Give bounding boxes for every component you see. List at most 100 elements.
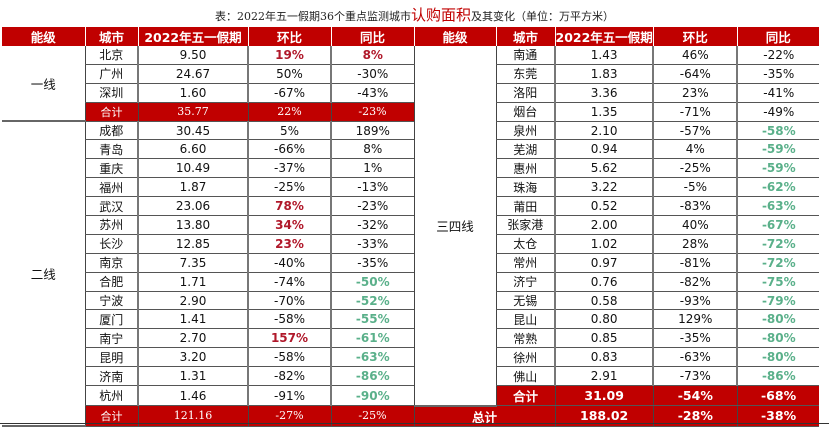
- mom-cell: 78%: [247, 196, 331, 217]
- area-cell: 3.20: [137, 347, 248, 368]
- area-cell: 12.85: [137, 234, 248, 254]
- yoy-cell: -55%: [330, 309, 414, 330]
- area-cell: 1.02: [553, 234, 654, 254]
- mom-cell: -66%: [247, 139, 331, 160]
- title-prefix: 表：2022年五一假期36个重点监测城市: [214, 10, 411, 23]
- subtotal-yoy: -68%: [736, 385, 820, 407]
- subtotal-yoy: -25%: [330, 405, 414, 427]
- area-cell: 1.41: [137, 309, 248, 330]
- mom-cell: 34%: [247, 215, 331, 235]
- city-cell: 北京: [84, 46, 138, 65]
- city-cell: 泉州: [495, 121, 555, 141]
- area-cell: 9.50: [137, 46, 248, 65]
- table-row: 苏州 13.80 34% -32% 张家港 2.00 40% -67%: [2, 215, 820, 235]
- city-cell: 洛阳: [495, 83, 555, 103]
- table-row: 昆明 3.20 -58% -63% 徐州 0.83 -63% -80%: [2, 347, 820, 368]
- area-cell: 1.71: [137, 272, 248, 292]
- yoy-cell: -75%: [736, 272, 820, 292]
- area-cell: 2.00: [553, 215, 654, 235]
- city-cell: 厦门: [84, 309, 138, 330]
- mom-cell: 5%: [247, 121, 331, 141]
- yoy-cell: -67%: [736, 215, 820, 235]
- tier-label-tier34: 三四线: [413, 46, 496, 407]
- table-row: 合计 35.77 22% -23% 烟台 1.35 -71% -49%: [2, 102, 820, 122]
- yoy-cell: -43%: [330, 83, 414, 103]
- city-cell: 珠海: [495, 177, 555, 198]
- area-cell: 7.35: [137, 253, 248, 273]
- city-cell: 成都: [84, 121, 138, 141]
- yoy-cell: -72%: [736, 253, 820, 273]
- mom-cell: 40%: [652, 215, 738, 235]
- mom-cell: -74%: [247, 272, 331, 292]
- mom-cell: -63%: [652, 347, 738, 368]
- table-title: 表：2022年五一假期36个重点监测城市认购面积及其变化（单位：万平方米）: [0, 4, 829, 25]
- yoy-cell: -32%: [330, 215, 414, 235]
- area-cell: 0.52: [553, 196, 654, 217]
- area-cell: 24.67: [137, 64, 248, 84]
- yoy-cell: -63%: [330, 347, 414, 368]
- area-cell: 2.91: [553, 366, 654, 387]
- yoy-cell: -50%: [330, 272, 414, 292]
- mom-cell: -40%: [247, 253, 331, 273]
- header-area: 2022年五一假期: [138, 27, 249, 46]
- city-cell: 长沙: [84, 234, 138, 254]
- yoy-cell: -41%: [736, 83, 820, 103]
- area-cell: 1.35: [553, 102, 654, 122]
- city-cell: 常熟: [495, 328, 555, 349]
- yoy-cell: -80%: [736, 347, 820, 368]
- yoy-cell: 189%: [330, 121, 414, 141]
- subtotal-label: 合计: [495, 385, 555, 407]
- area-cell: 1.43: [553, 46, 654, 65]
- header-yoy: 同比: [331, 27, 415, 46]
- mom-cell: -71%: [652, 102, 738, 122]
- mom-cell: -91%: [247, 385, 331, 407]
- tier-label-tier2: 二线: [2, 121, 85, 428]
- mom-cell: -64%: [652, 64, 738, 84]
- city-cell: 昆明: [84, 347, 138, 368]
- area-cell: 30.45: [137, 121, 248, 141]
- header-mom: 环比: [653, 27, 738, 46]
- subtotal-area: 121.16: [137, 405, 248, 427]
- city-cell: 重庆: [84, 158, 138, 179]
- grand-total-area: 188.02: [554, 405, 654, 427]
- table-row: 合肥 1.71 -74% -50% 济宁 0.76 -82% -75%: [2, 272, 820, 292]
- area-cell: 3.36: [553, 83, 654, 103]
- table-row: 重庆 10.49 -37% 1% 惠州 5.62 -25% -59%: [2, 158, 820, 179]
- area-cell: 3.22: [553, 177, 654, 198]
- mom-cell: -82%: [247, 366, 331, 387]
- mom-cell: 50%: [247, 64, 331, 84]
- city-cell: 惠州: [495, 158, 555, 179]
- mom-cell: -83%: [652, 196, 738, 217]
- city-cell: 济宁: [495, 272, 555, 292]
- mom-cell: -57%: [652, 121, 738, 141]
- mom-cell: 23%: [652, 83, 738, 103]
- subtotal-label: 合计: [84, 405, 138, 427]
- subtotal-area: 31.09: [554, 385, 654, 407]
- table-row: 武汉 23.06 78% -23% 莆田 0.52 -83% -63%: [2, 196, 820, 217]
- grand-total-mom: -28%: [652, 405, 738, 427]
- table-row: 宁波 2.90 -70% -52% 无锡 0.58 -93% -79%: [2, 291, 820, 311]
- mom-cell: -70%: [247, 291, 331, 311]
- area-cell: 6.60: [137, 139, 248, 160]
- area-cell: 1.83: [553, 64, 654, 84]
- table-row: 长沙 12.85 23% -33% 太仓 1.02 28% -72%: [2, 234, 820, 254]
- subtotal-mom: -27%: [247, 405, 331, 427]
- yoy-cell: -59%: [736, 158, 820, 179]
- table-row: 厦门 1.41 -58% -55% 昆山 0.80 129% -80%: [2, 309, 820, 330]
- header-city: 城市: [496, 27, 556, 46]
- mom-cell: -73%: [652, 366, 738, 387]
- city-cell: 常州: [495, 253, 555, 273]
- yoy-cell: -23%: [330, 196, 414, 217]
- city-cell: 张家港: [495, 215, 555, 235]
- header-tier: 能级: [2, 27, 86, 46]
- yoy-cell: -35%: [330, 253, 414, 273]
- mom-cell: -35%: [652, 328, 738, 349]
- city-cell: 广州: [84, 64, 138, 84]
- area-cell: 0.85: [553, 328, 654, 349]
- area-cell: 0.80: [553, 309, 654, 330]
- yoy-cell: -35%: [736, 64, 820, 84]
- city-cell: 东莞: [495, 64, 555, 84]
- city-cell: 南宁: [84, 328, 138, 349]
- city-cell: 深圳: [84, 83, 138, 103]
- mom-cell: 28%: [652, 234, 738, 254]
